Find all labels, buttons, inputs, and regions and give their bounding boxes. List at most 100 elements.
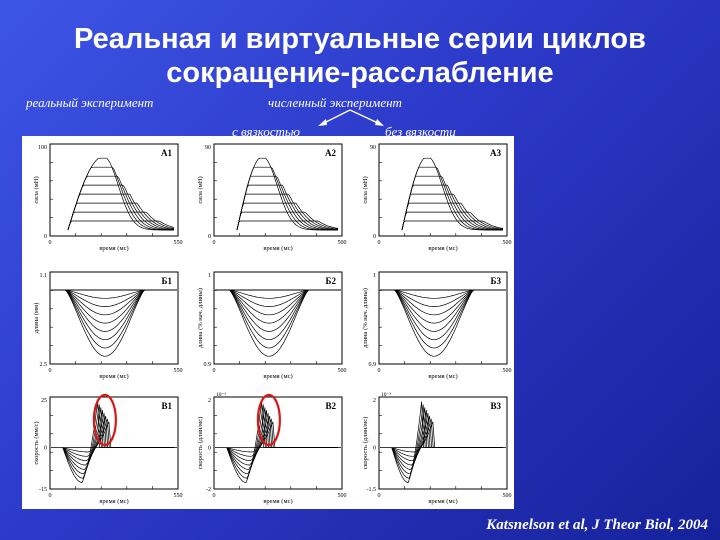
x-tick-label: 500 <box>503 493 512 499</box>
panel-frame <box>49 143 179 237</box>
panel-id-label: Б1 <box>162 276 173 286</box>
x-tick-label: 500 <box>338 493 347 499</box>
y-tick-label: 0 <box>373 446 376 452</box>
y-tick-label: 2 <box>373 398 376 404</box>
force-curve <box>401 220 504 231</box>
length-curve <box>229 289 309 341</box>
velocity-curve <box>226 418 338 457</box>
x-tick-label: 550 <box>174 368 183 374</box>
force-curve <box>236 202 339 231</box>
panel-frame <box>213 143 343 237</box>
label-numeric-experiment: численный эксперимент <box>268 95 402 110</box>
force-curve <box>401 157 503 231</box>
panel-frame <box>49 271 179 365</box>
length-curve <box>394 289 474 357</box>
velocity-curve <box>226 421 338 453</box>
y-tick-label: 0 <box>373 234 376 240</box>
velocity-curve <box>62 410 174 470</box>
force-curve <box>67 211 175 231</box>
y-axis-label: длина (% нач. длины) <box>197 288 204 348</box>
x-tick-label: 500 <box>338 240 347 246</box>
x-tick-label: 0 <box>213 493 216 499</box>
y-tick-label: 0.9 <box>369 362 377 368</box>
length-curve <box>394 289 474 299</box>
velocity-curve <box>62 418 174 457</box>
velocity-curve <box>226 401 338 484</box>
x-tick-label: 500 <box>503 240 512 246</box>
y-tick-label: 25 <box>41 398 47 404</box>
arrow-head-left <box>318 119 327 126</box>
y-tick-label: 1.1 <box>40 273 48 279</box>
force-curve <box>236 157 338 231</box>
exponent-label: 10⁻³ <box>216 392 226 398</box>
panel-id-label: А1 <box>161 148 172 158</box>
x-axis-label: время (мс) <box>428 373 457 380</box>
panel-frame <box>378 143 508 237</box>
y-tick-label: 0 <box>44 446 47 452</box>
y-axis-label: скорость (длин/мс) <box>197 417 204 470</box>
y-axis-label: сила (мН) <box>362 176 369 203</box>
y-tick-label: 1 <box>373 273 376 279</box>
x-tick-label: 550 <box>174 240 183 246</box>
length-curve <box>65 289 145 324</box>
force-curve <box>67 157 174 231</box>
y-tick-label: 2 <box>208 398 211 404</box>
velocity-curve <box>391 410 503 470</box>
velocity-curve <box>391 415 503 462</box>
x-tick-label: 0 <box>213 368 216 374</box>
panel-id-label: В1 <box>161 401 172 411</box>
force-curve <box>67 166 174 231</box>
length-curve <box>229 289 309 307</box>
citation: Katsnelson et al, J Theor Biol, 2004 <box>486 517 708 533</box>
highlight-ellipse <box>256 393 281 447</box>
x-tick-label: 550 <box>174 493 183 499</box>
x-tick-label: 0 <box>49 240 52 246</box>
velocity-curve <box>226 410 338 470</box>
force-curve <box>401 184 503 231</box>
velocity-curve <box>62 413 174 466</box>
x-axis-label: время (мс) <box>263 498 292 505</box>
x-axis-label: время (мс) <box>428 245 457 252</box>
x-tick-label: 0 <box>378 493 381 499</box>
length-curve <box>394 289 474 324</box>
panel-id-label: Б3 <box>491 276 502 286</box>
arrow-to-no-viscosity <box>349 109 381 125</box>
panel-frame <box>378 396 508 490</box>
velocity-curve <box>62 401 174 484</box>
y-tick-label: 90 <box>205 145 211 151</box>
length-curve <box>65 289 145 332</box>
force-curve <box>236 193 338 231</box>
y-axis-label: длина (% нач. длины) <box>362 288 369 348</box>
x-axis-label: время (мс) <box>263 373 292 380</box>
velocity-curve <box>391 418 503 457</box>
length-curve <box>229 289 309 357</box>
panel-id-label: В3 <box>490 401 501 411</box>
length-curve <box>394 289 474 316</box>
length-curve <box>394 289 474 349</box>
panel-frame <box>378 271 508 365</box>
arrow-to-viscosity <box>321 109 351 125</box>
velocity-curve <box>226 404 338 479</box>
x-tick-label: 500 <box>338 368 347 374</box>
velocity-curve <box>226 415 338 462</box>
y-axis-label: сила (мН) <box>197 176 204 203</box>
panel-frame <box>213 271 343 365</box>
x-axis-label: время (мс) <box>263 245 292 252</box>
force-curve <box>236 220 339 231</box>
panel-frame <box>49 396 179 490</box>
x-axis-label: время (мс) <box>428 498 457 505</box>
label-with-viscosity: с вязкостью <box>232 124 300 139</box>
length-curve <box>65 289 145 357</box>
y-tick-label: 100 <box>38 145 47 151</box>
length-curve <box>229 289 309 324</box>
velocity-curve <box>391 401 503 484</box>
y-axis-label: скорость (длин/мс) <box>362 417 369 470</box>
label-real-experiment: реальный эксперимент <box>26 95 154 110</box>
length-curve <box>229 289 309 299</box>
slide-title-line1: Реальная и виртуальные серии циклов <box>74 23 646 55</box>
x-tick-label: 0 <box>378 368 381 374</box>
length-curve <box>229 289 309 349</box>
velocity-curve <box>62 421 174 453</box>
length-curve <box>394 289 474 307</box>
length-curve <box>229 289 309 316</box>
